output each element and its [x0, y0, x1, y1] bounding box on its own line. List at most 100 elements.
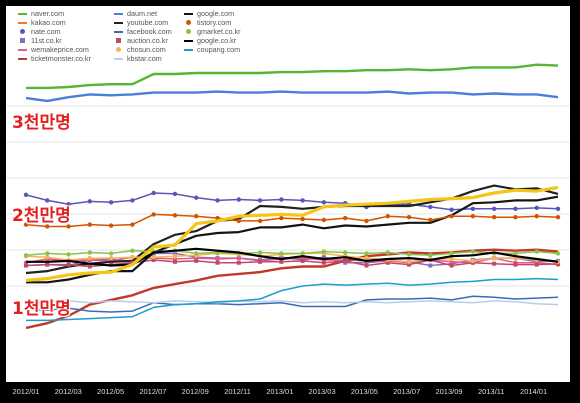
data-point-9-14 — [321, 260, 326, 265]
data-point-2-23 — [513, 206, 518, 212]
data-point-13-21 — [470, 214, 476, 219]
x-tick-label: 2012/11 — [224, 387, 251, 396]
data-point-14-25 — [555, 251, 561, 256]
x-tick-label: 2013/03 — [308, 387, 336, 396]
data-point-14-8 — [194, 251, 199, 256]
data-point-13-17 — [385, 214, 390, 219]
data-point-14-21 — [470, 249, 476, 254]
x-axis: 2012/01 2012/03 2012/05 2012/07 2012/09 2012/… — [0, 383, 580, 403]
data-point-14-13 — [300, 251, 305, 256]
legend-label: facebook.com — [127, 27, 172, 36]
data-point-2-10 — [236, 197, 241, 202]
data-point-13-22 — [491, 214, 497, 220]
data-point-13-6 — [151, 212, 156, 217]
data-point-9-24 — [534, 262, 539, 267]
x-tick-label: 2012/03 — [54, 387, 82, 396]
data-point-2-8 — [194, 195, 199, 200]
series-line-0 — [26, 63, 559, 90]
legend-label: kakao.com — [31, 18, 66, 27]
data-point-13-11 — [257, 218, 263, 224]
data-point-9-6 — [151, 257, 156, 262]
data-point-10-22 — [491, 255, 497, 261]
data-point-14-18 — [406, 252, 412, 257]
legend-label: auction.co.kr — [127, 36, 168, 45]
data-point-10-1 — [45, 254, 50, 260]
legend-label: wemakeprice.com — [31, 45, 89, 54]
data-point-2-19 — [428, 204, 433, 210]
data-point-13-8 — [194, 214, 199, 219]
data-point-14-24 — [534, 249, 539, 254]
data-point-9-1 — [45, 262, 50, 267]
data-point-13-25 — [555, 214, 561, 220]
data-point-3-19 — [428, 263, 433, 268]
legend-swatch — [116, 47, 121, 52]
data-point-9-22 — [492, 261, 497, 266]
data-point-14-19 — [428, 253, 433, 258]
data-point-14-17 — [385, 250, 390, 255]
data-point-13-12 — [279, 215, 284, 221]
data-point-13-19 — [428, 217, 433, 223]
data-point-13-5 — [130, 222, 135, 227]
chart-frame: naver.com kakao.com nate.com 11st.co.kr wema… — [6, 6, 570, 382]
data-point-13-18 — [406, 214, 412, 220]
series-line-7 — [25, 184, 559, 275]
data-point-9-20 — [449, 263, 454, 268]
legend-swatch — [184, 49, 193, 51]
data-point-13-15 — [343, 215, 348, 221]
band-label-20m: 2천만명 — [12, 206, 71, 226]
data-point-14-12 — [279, 251, 284, 256]
data-point-2-2 — [66, 201, 71, 207]
data-point-10-20 — [449, 256, 454, 262]
data-point-2-3 — [87, 199, 93, 204]
data-point-2-22 — [491, 206, 497, 212]
series-line-5 — [25, 248, 559, 330]
data-point-2-20 — [449, 207, 454, 212]
data-point-9-8 — [194, 258, 199, 263]
data-point-2-24 — [534, 205, 539, 211]
legend-swatch — [184, 13, 193, 15]
legend-swatch — [114, 58, 123, 60]
data-point-9-17 — [385, 260, 390, 265]
series-line-13 — [25, 213, 559, 228]
x-tick-label: 2013/09 — [435, 387, 463, 396]
data-point-10-21 — [470, 258, 476, 264]
data-point-9-0 — [24, 263, 28, 268]
data-point-10-18 — [406, 259, 412, 265]
legend-label: tistory.com — [197, 18, 232, 27]
legend-label: daum.net — [127, 9, 157, 18]
band-label-30m: 3천만명 — [12, 113, 71, 133]
data-point-9-23 — [513, 262, 518, 267]
data-point-14-1 — [45, 251, 50, 256]
legend-swatch — [18, 49, 27, 51]
data-point-9-16 — [364, 263, 369, 268]
legend-swatch — [18, 13, 27, 15]
data-point-10-5 — [130, 254, 135, 260]
data-point-2-6 — [151, 190, 156, 196]
data-point-14-15 — [343, 250, 348, 255]
data-point-14-23 — [513, 251, 518, 256]
data-point-2-7 — [172, 191, 178, 197]
x-tick-label: 2013/05 — [350, 387, 378, 396]
data-point-9-7 — [172, 259, 177, 264]
data-point-13-23 — [513, 214, 518, 220]
data-point-2-12 — [279, 197, 284, 202]
line-chart — [6, 63, 570, 330]
data-point-14-3 — [87, 250, 93, 255]
data-point-9-13 — [300, 258, 305, 263]
data-point-13-2 — [66, 224, 71, 229]
data-point-13-10 — [236, 218, 241, 224]
data-point-2-14 — [321, 200, 327, 205]
band-label-10m: 1천만명 — [12, 299, 71, 319]
series-line-16 — [26, 277, 559, 322]
x-tick-label: 2012/01 — [12, 387, 40, 396]
series-line-14 — [25, 249, 559, 257]
data-point-10-3 — [87, 255, 93, 261]
legend-swatch — [20, 38, 25, 43]
x-tick-label: 2012/05 — [97, 387, 125, 396]
data-point-2-5 — [130, 198, 135, 203]
data-point-2-25 — [555, 206, 561, 212]
data-point-3-14 — [321, 255, 326, 260]
series-line-highlight — [25, 185, 559, 282]
data-point-2-4 — [108, 200, 114, 205]
data-point-10-6 — [151, 254, 156, 260]
